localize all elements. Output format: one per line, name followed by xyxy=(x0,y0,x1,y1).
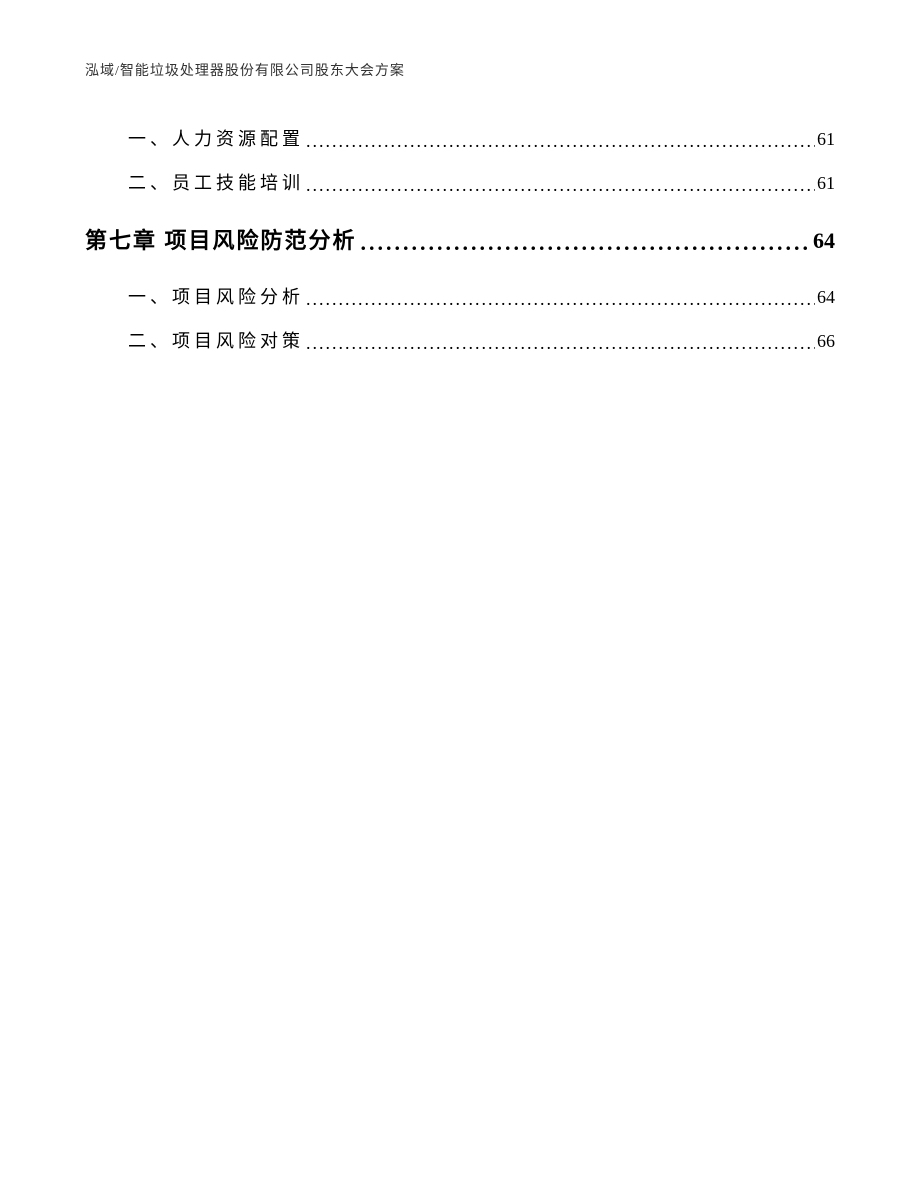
toc-page-number: 61 xyxy=(817,173,835,194)
toc-leader-dots: ........................................… xyxy=(306,333,815,354)
toc-page-number: 64 xyxy=(813,228,835,254)
toc-label: 一、项目风险分析 xyxy=(128,283,304,309)
toc-chapter-item: 第七章 项目风险防范分析 ...........................… xyxy=(85,223,835,255)
document-page: 泓域/智能垃圾处理器股份有限公司股东大会方案 一、人力资源配置 ........… xyxy=(0,0,920,1191)
toc-page-number: 64 xyxy=(817,287,835,308)
toc-sub-item: 二、项目风险对策 ...............................… xyxy=(85,327,835,353)
toc-page-number: 61 xyxy=(817,129,835,150)
toc-sub-item: 二、员工技能培训 ...............................… xyxy=(85,169,835,195)
toc-label: 二、项目风险对策 xyxy=(128,327,304,353)
toc-label: 一、人力资源配置 xyxy=(128,125,304,151)
toc-sub-item: 一、项目风险分析 ...............................… xyxy=(85,283,835,309)
toc-leader-dots: ........................................… xyxy=(306,289,815,310)
toc-leader-dots: ........................................… xyxy=(361,230,809,256)
page-header: 泓域/智能垃圾处理器股份有限公司股东大会方案 xyxy=(85,60,835,80)
toc-sub-item: 一、人力资源配置 ...............................… xyxy=(85,125,835,151)
toc-leader-dots: ........................................… xyxy=(306,175,815,196)
toc-leader-dots: ........................................… xyxy=(306,131,815,152)
table-of-contents: 一、人力资源配置 ...............................… xyxy=(85,125,835,353)
toc-label: 二、员工技能培训 xyxy=(128,169,304,195)
toc-page-number: 66 xyxy=(817,331,835,352)
toc-chapter-label: 第七章 项目风险防范分析 xyxy=(85,223,357,255)
